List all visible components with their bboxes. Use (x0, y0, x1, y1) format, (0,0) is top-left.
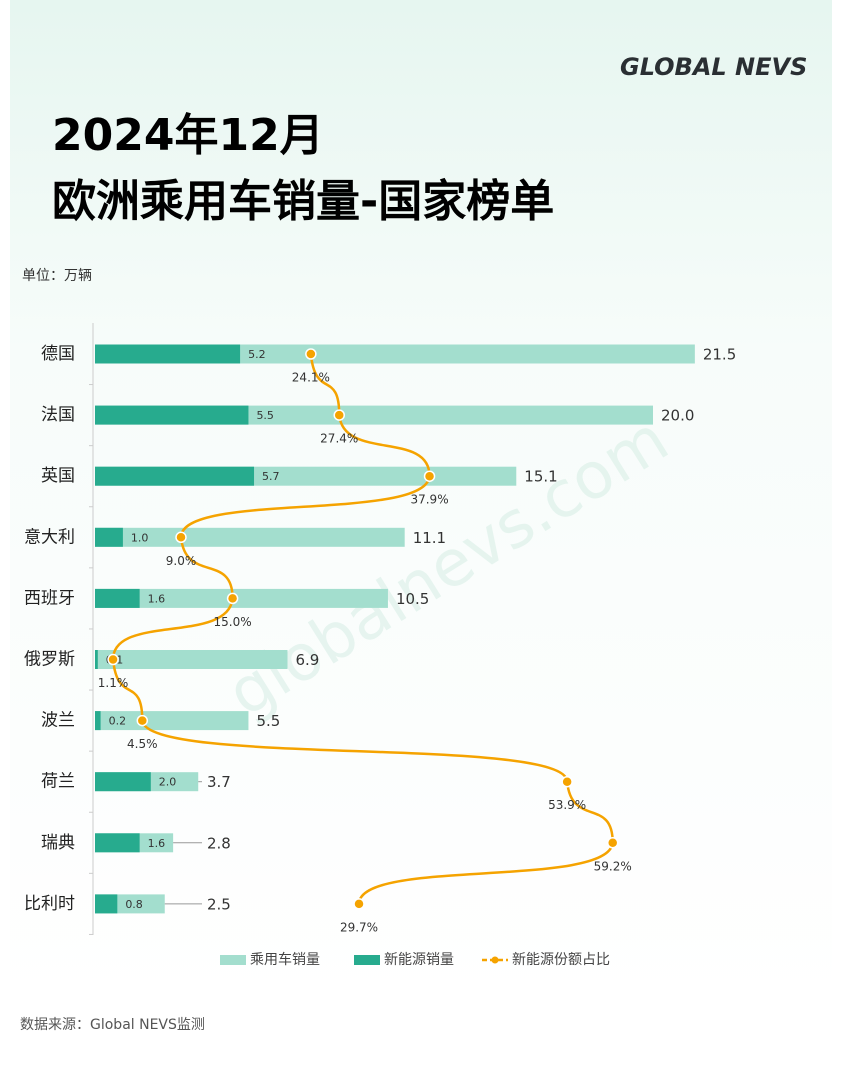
data-label: 20.0 (661, 407, 694, 425)
y-tick-label: 德国 (41, 344, 75, 364)
data-label: 3.7 (207, 773, 231, 791)
bar (95, 772, 151, 792)
data-label: 29.7% (340, 920, 378, 934)
y-tick-label: 法国 (41, 405, 75, 425)
legend-swatch (220, 955, 246, 965)
line (111, 353, 614, 905)
y-tick-label: 西班牙 (24, 588, 75, 608)
bar (95, 588, 140, 608)
bar (95, 650, 98, 669)
data-label: 37.9% (410, 493, 448, 507)
data-label: 2.0 (159, 776, 177, 789)
bar (95, 588, 388, 608)
point (305, 348, 317, 360)
data-label: 27.4% (320, 432, 358, 446)
data-label: 5.7 (262, 470, 280, 483)
data-label: 0.8 (125, 898, 143, 911)
legend-label: 新能源销量 (384, 952, 454, 968)
data-label: 9.0% (166, 554, 197, 568)
chart-title: 欧洲乘用车销量-国家榜单 (52, 176, 554, 227)
bar (95, 344, 241, 364)
data-label: 53.9% (548, 798, 586, 812)
data-label: 5.2 (248, 348, 266, 361)
data-label: 2.5 (207, 895, 231, 913)
y-tick-label: 荷兰 (41, 772, 75, 792)
legend-swatch (491, 956, 499, 964)
data-label: 0.2 (109, 715, 127, 728)
point (353, 898, 365, 910)
data-label: 15.1 (524, 468, 557, 486)
data-label: 15.0% (214, 615, 252, 629)
data-label: 24.1% (292, 371, 330, 385)
point (423, 470, 436, 482)
bar (95, 405, 249, 425)
data-label: 1.0 (131, 531, 149, 544)
chart-title: 2024年12月 (52, 110, 324, 161)
bar (95, 650, 288, 669)
data-label: 59.2% (594, 859, 632, 873)
point (561, 775, 573, 788)
y-tick-label: 瑞典 (41, 833, 75, 853)
data-label: 5.5 (256, 712, 280, 730)
bar (95, 711, 249, 731)
data-label: 21.5 (703, 346, 736, 364)
y-tick-label: 波兰 (41, 711, 75, 731)
bar (95, 466, 255, 486)
data-label: 4.5% (127, 737, 158, 751)
point (175, 531, 187, 544)
data-label: 1.1% (98, 676, 129, 690)
data-label: 6.9 (296, 651, 320, 669)
brand-logo: GLOBAL NEVS (620, 53, 807, 81)
bar (95, 527, 405, 547)
data-label: 1.6 (148, 592, 166, 605)
data-label: 10.5 (396, 590, 429, 608)
y-tick-label: 意大利 (24, 527, 75, 547)
point (136, 714, 149, 727)
point (333, 409, 345, 421)
y-tick-label: 英国 (41, 466, 75, 486)
data-label: 5.5 (256, 409, 274, 422)
subtitle: 单位：万辆 (22, 268, 92, 284)
data-label: 2.8 (207, 834, 231, 852)
point (606, 837, 619, 849)
data-label: 11.1 (413, 529, 446, 547)
bar (95, 833, 140, 853)
bar (95, 711, 101, 731)
legend-label: 乘用车销量 (250, 951, 320, 968)
point (226, 592, 239, 605)
data-label: 1.6 (148, 837, 166, 850)
bar (95, 527, 123, 547)
legend-label: 新能源份额占比 (512, 952, 610, 968)
point (107, 653, 119, 666)
y-tick-label: 俄罗斯 (24, 650, 75, 670)
legend-swatch (354, 955, 380, 965)
bar (95, 894, 118, 914)
y-tick-label: 比利时 (24, 894, 75, 914)
source: 数据来源：Global NEVS监测 (20, 1017, 205, 1033)
bar (95, 344, 695, 364)
